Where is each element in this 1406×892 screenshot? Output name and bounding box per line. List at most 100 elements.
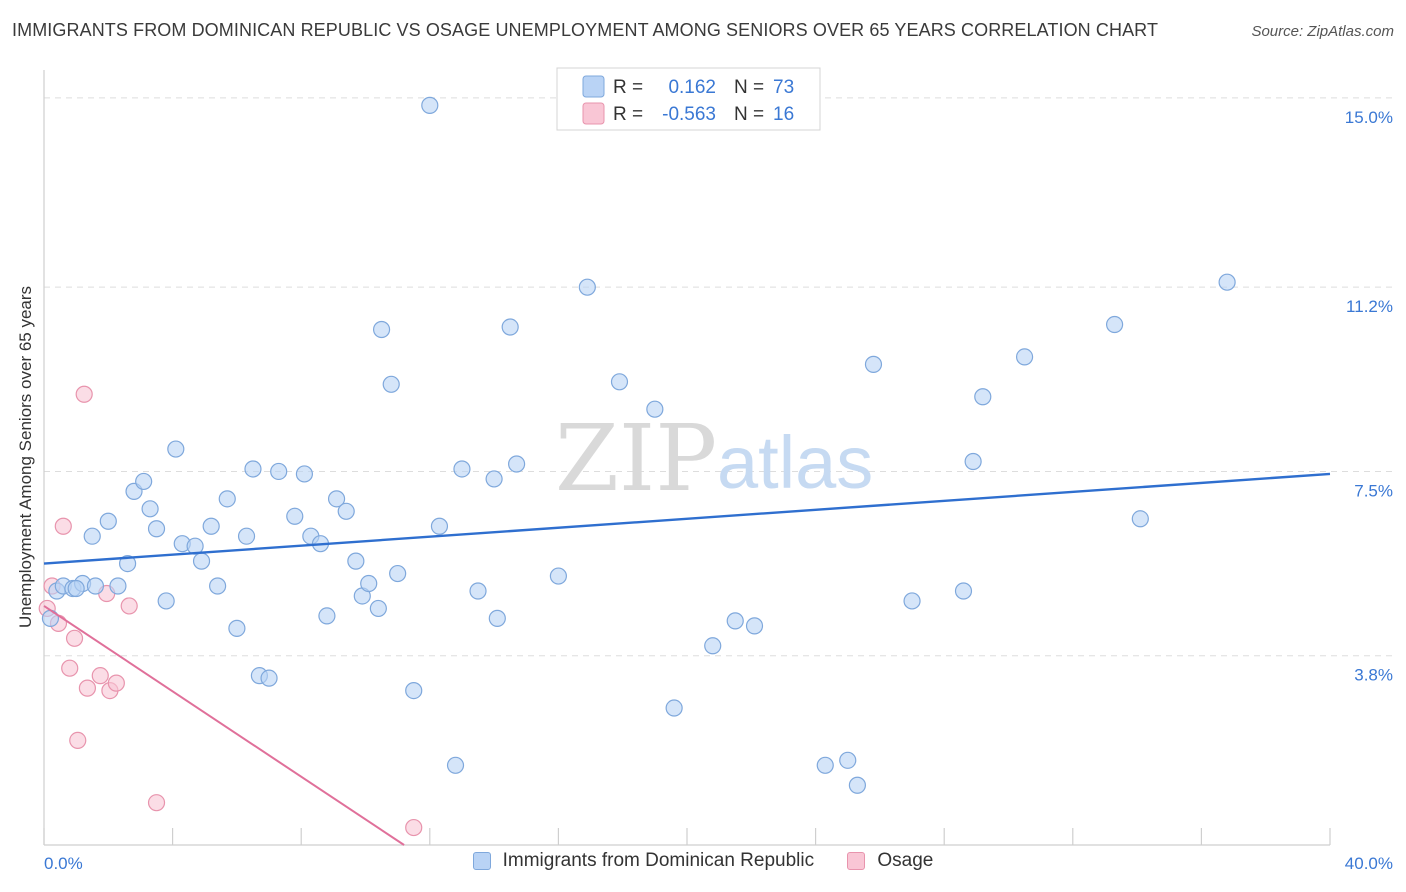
dominican-point-18 bbox=[202, 517, 220, 535]
dominican-point-72 bbox=[67, 579, 85, 598]
dominican-point-33 bbox=[337, 502, 355, 520]
watermark-zip: ZIP bbox=[555, 405, 717, 512]
dominican-point-49 bbox=[501, 318, 519, 336]
dominican-point-6 bbox=[99, 512, 117, 530]
dominican-point-59 bbox=[816, 756, 834, 774]
legend-item-osage: Osage bbox=[847, 850, 933, 872]
dominican-point-40 bbox=[389, 564, 407, 583]
dominican-point-37 bbox=[369, 599, 387, 618]
dominican-point-47 bbox=[485, 470, 503, 488]
osage-point-14 bbox=[147, 794, 166, 812]
dominican-point-23 bbox=[244, 460, 262, 478]
dominican-point-52 bbox=[578, 278, 596, 296]
dominican-point-41 bbox=[405, 682, 423, 700]
dominican-point-12 bbox=[147, 520, 166, 538]
legend-swatch-blue bbox=[582, 75, 605, 98]
dominican-point-57 bbox=[726, 612, 744, 630]
dominican-point-65 bbox=[964, 452, 982, 471]
dominican-point-45 bbox=[453, 460, 471, 478]
legend-r-value-0: 0.162 bbox=[668, 77, 716, 98]
dominican-point-10 bbox=[135, 472, 153, 491]
y-tick-labels: 3.8% 7.5% 11.2% 15.0% bbox=[1345, 108, 1393, 685]
legend-swatch-pink bbox=[582, 102, 605, 125]
dominican-point-21 bbox=[228, 619, 246, 637]
dominican-point-53 bbox=[610, 373, 629, 391]
dominican-point-26 bbox=[270, 462, 288, 481]
osage-point-3 bbox=[54, 517, 72, 535]
dominican-point-50 bbox=[508, 455, 526, 473]
dominican-point-68 bbox=[1105, 315, 1124, 334]
dominican-point-31 bbox=[318, 607, 336, 625]
dominican-point-44 bbox=[446, 756, 465, 774]
legend-n-label-0: N = bbox=[734, 77, 764, 98]
legend-r-label-1: R = bbox=[613, 104, 643, 125]
legend-swatch-osage bbox=[847, 852, 866, 870]
stats-legend: R = 0.162 N = 73 R = -0.563 N = 16 bbox=[556, 67, 821, 131]
x-tick-label-1: 40.0% bbox=[1345, 854, 1393, 873]
dominican-point-70 bbox=[1218, 273, 1236, 291]
dominican-point-11 bbox=[141, 500, 159, 518]
y-tick-label-3: 15.0% bbox=[1345, 108, 1393, 127]
dominican-point-46 bbox=[469, 582, 487, 600]
dominican-points bbox=[41, 96, 1236, 794]
legend-n-label-1: N = bbox=[734, 104, 764, 125]
osage-point-6 bbox=[69, 731, 87, 750]
dominican-point-55 bbox=[665, 699, 683, 717]
dominican-point-17 bbox=[192, 552, 211, 570]
dominican-point-4 bbox=[83, 527, 101, 545]
dominican-point-22 bbox=[237, 527, 256, 545]
osage-point-9 bbox=[91, 667, 109, 685]
osage-point-12 bbox=[107, 674, 125, 692]
legend-label-dominican: Immigrants from Dominican Republic bbox=[502, 850, 815, 871]
osage-point-8 bbox=[78, 679, 97, 697]
dominican-point-14 bbox=[167, 440, 185, 458]
dominican-point-62 bbox=[864, 355, 883, 373]
grid-lines bbox=[44, 97, 1395, 657]
dominican-point-64 bbox=[954, 582, 973, 600]
dominican-point-42 bbox=[421, 96, 439, 114]
y-tick-label-1: 7.5% bbox=[1354, 481, 1393, 500]
dominican-point-20 bbox=[218, 490, 236, 508]
dominican-point-34 bbox=[347, 552, 365, 570]
legend-item-dominican: Immigrants from Dominican Republic bbox=[472, 850, 815, 872]
legend-n-value-1: 16 bbox=[773, 104, 794, 125]
dominican-point-43 bbox=[430, 517, 449, 535]
osage-trend-line bbox=[43, 605, 405, 846]
source-label: Source: ZipAtlas.com bbox=[1251, 23, 1394, 40]
y-tick-label-0: 3.8% bbox=[1354, 666, 1393, 685]
dominican-point-54 bbox=[646, 400, 664, 418]
osage-point-5 bbox=[65, 629, 84, 647]
dominican-point-36 bbox=[360, 574, 378, 593]
dominican-point-32 bbox=[327, 490, 346, 508]
legend-r-value-1: -0.563 bbox=[662, 104, 716, 125]
dominican-point-39 bbox=[382, 375, 400, 393]
dominican-point-66 bbox=[974, 388, 992, 406]
dominican-point-69 bbox=[1131, 510, 1149, 528]
dominican-point-48 bbox=[488, 609, 506, 627]
dominican-point-38 bbox=[372, 320, 391, 339]
y-tick-label-2: 11.2% bbox=[1346, 297, 1393, 316]
chart-title: IMMIGRANTS FROM DOMINICAN REPUBLIC VS OS… bbox=[12, 20, 1159, 40]
dominican-point-8 bbox=[118, 555, 137, 573]
watermark-atlas: atlas bbox=[717, 421, 873, 504]
dominican-point-63 bbox=[903, 592, 921, 610]
dominican-point-61 bbox=[848, 776, 866, 794]
osage-point-7 bbox=[75, 385, 93, 403]
legend-swatch-dominican bbox=[472, 852, 491, 870]
dominican-point-27 bbox=[286, 507, 304, 525]
dominican-point-13 bbox=[157, 592, 175, 610]
osage-point-13 bbox=[120, 597, 138, 615]
x-axis-ticks bbox=[43, 828, 1331, 845]
dominican-point-67 bbox=[1015, 348, 1034, 366]
osage-points bbox=[38, 385, 423, 837]
dominican-trend-line bbox=[43, 472, 1331, 565]
series-legend: Immigrants from Dominican Republic Osage bbox=[0, 850, 1406, 876]
dominican-point-19 bbox=[209, 577, 227, 595]
osage-point-4 bbox=[61, 659, 79, 677]
dominican-point-51 bbox=[549, 567, 568, 585]
y-axis-label: Unemployment Among Seniors over 65 years bbox=[16, 285, 35, 629]
dominican-point-5 bbox=[86, 577, 105, 595]
dominican-point-7 bbox=[109, 577, 127, 595]
x-tick-label-0: 0.0% bbox=[44, 854, 83, 873]
legend-n-value-0: 73 bbox=[773, 77, 794, 98]
